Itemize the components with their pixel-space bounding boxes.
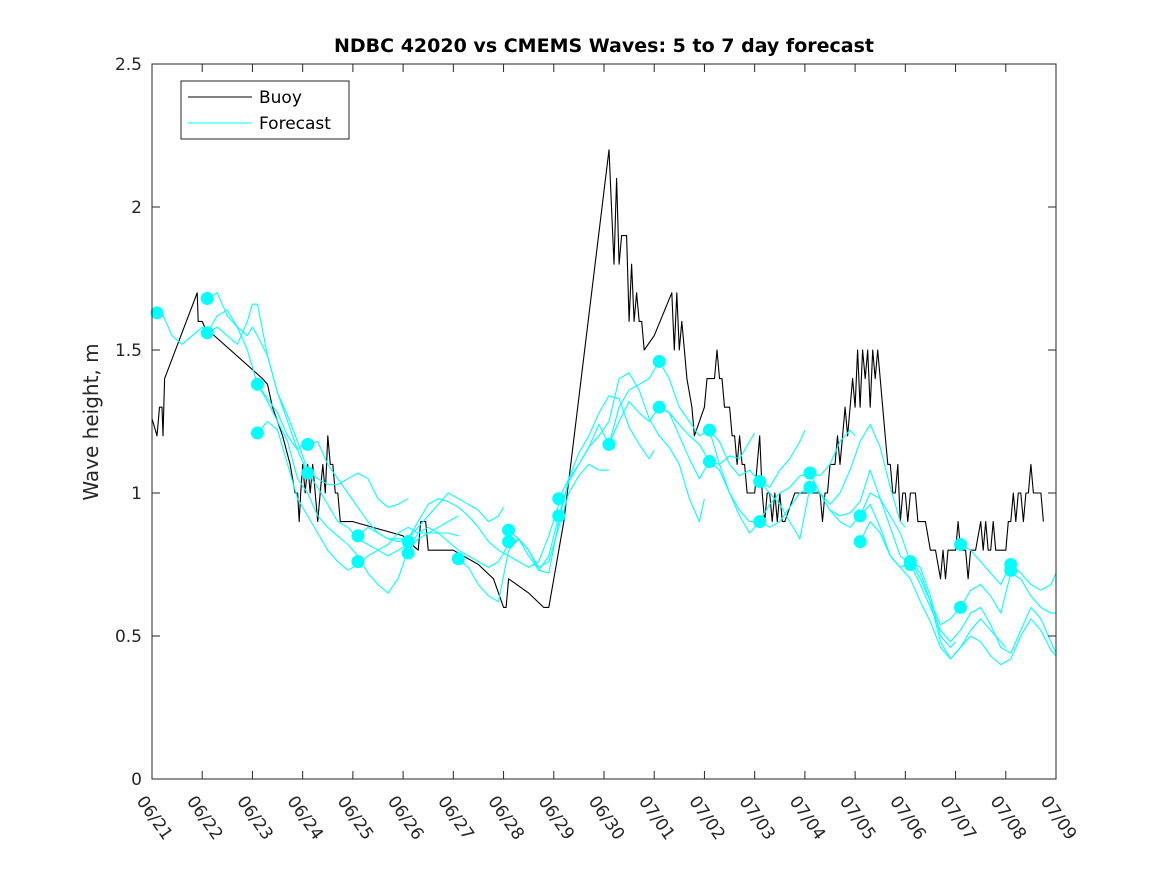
forecast-marker: [250, 377, 264, 391]
y-tick-label: 2: [131, 198, 142, 218]
forecast-marker: [753, 515, 767, 529]
forecast-marker: [1004, 563, 1018, 577]
forecast-series-line: [357, 498, 560, 568]
forecast-series-line: [206, 303, 409, 557]
forecast-marker: [702, 455, 716, 469]
forecast-marker: [301, 466, 315, 480]
forecast-marker: [753, 475, 767, 489]
forecast-marker: [552, 492, 566, 506]
forecast-marker: [150, 306, 164, 320]
forecast-marker: [853, 535, 867, 549]
legend: Buoy Forecast: [180, 80, 350, 140]
legend-forecast-label: Forecast: [259, 114, 331, 134]
forecast-series-line: [909, 561, 1056, 626]
forecast-marker: [250, 426, 264, 440]
forecast-marker: [853, 509, 867, 523]
forecast-marker: [401, 546, 415, 560]
forecast-marker: [502, 535, 516, 549]
forecast-marker: [301, 437, 315, 451]
forecast-marker: [652, 354, 666, 368]
forecast-marker: [351, 555, 365, 569]
forecast-marker-layer: [150, 292, 1018, 614]
plot-area: [150, 149, 1057, 666]
forecast-series-line: [859, 492, 1057, 654]
forecast-marker: [502, 523, 516, 537]
forecast-marker: [652, 400, 666, 414]
y-tick-label: 0.5: [115, 627, 142, 647]
forecast-marker: [702, 423, 716, 437]
forecast-series-line: [759, 469, 957, 648]
y-tick-label: 1.5: [115, 341, 142, 361]
y-axis: 0 0.5 1 1.5 2 2.5: [115, 55, 1056, 790]
forecast-series-line: [152, 309, 306, 451]
forecast-marker: [903, 558, 917, 571]
y-tick-label: 2.5: [115, 55, 142, 75]
forecast-marker: [401, 535, 415, 549]
forecast-series-line: [859, 521, 1057, 666]
forecast-series-line: [206, 292, 409, 508]
forecast-marker: [954, 600, 968, 614]
forecast-marker: [200, 292, 214, 306]
chart-title: NDBC 42020 vs CMEMS Waves: 5 to 7 day fo…: [334, 35, 874, 57]
forecast-marker: [451, 552, 465, 566]
forecast-marker: [351, 529, 365, 543]
forecast-marker: [803, 480, 817, 494]
forecast-marker: [954, 537, 968, 551]
forecast-marker: [552, 509, 566, 523]
forecast-marker: [803, 466, 817, 480]
y-axis-label: Wave height, m: [79, 343, 103, 500]
y-tick-label: 1: [131, 484, 142, 504]
forecast-marker: [200, 326, 214, 340]
buoy-series-line: [151, 149, 1044, 608]
legend-box: [180, 80, 350, 140]
y-tick-label: 0: [131, 770, 142, 790]
legend-buoy-label: Buoy: [259, 88, 302, 108]
forecast-series-line: [508, 372, 705, 571]
forecast-marker: [602, 437, 616, 451]
